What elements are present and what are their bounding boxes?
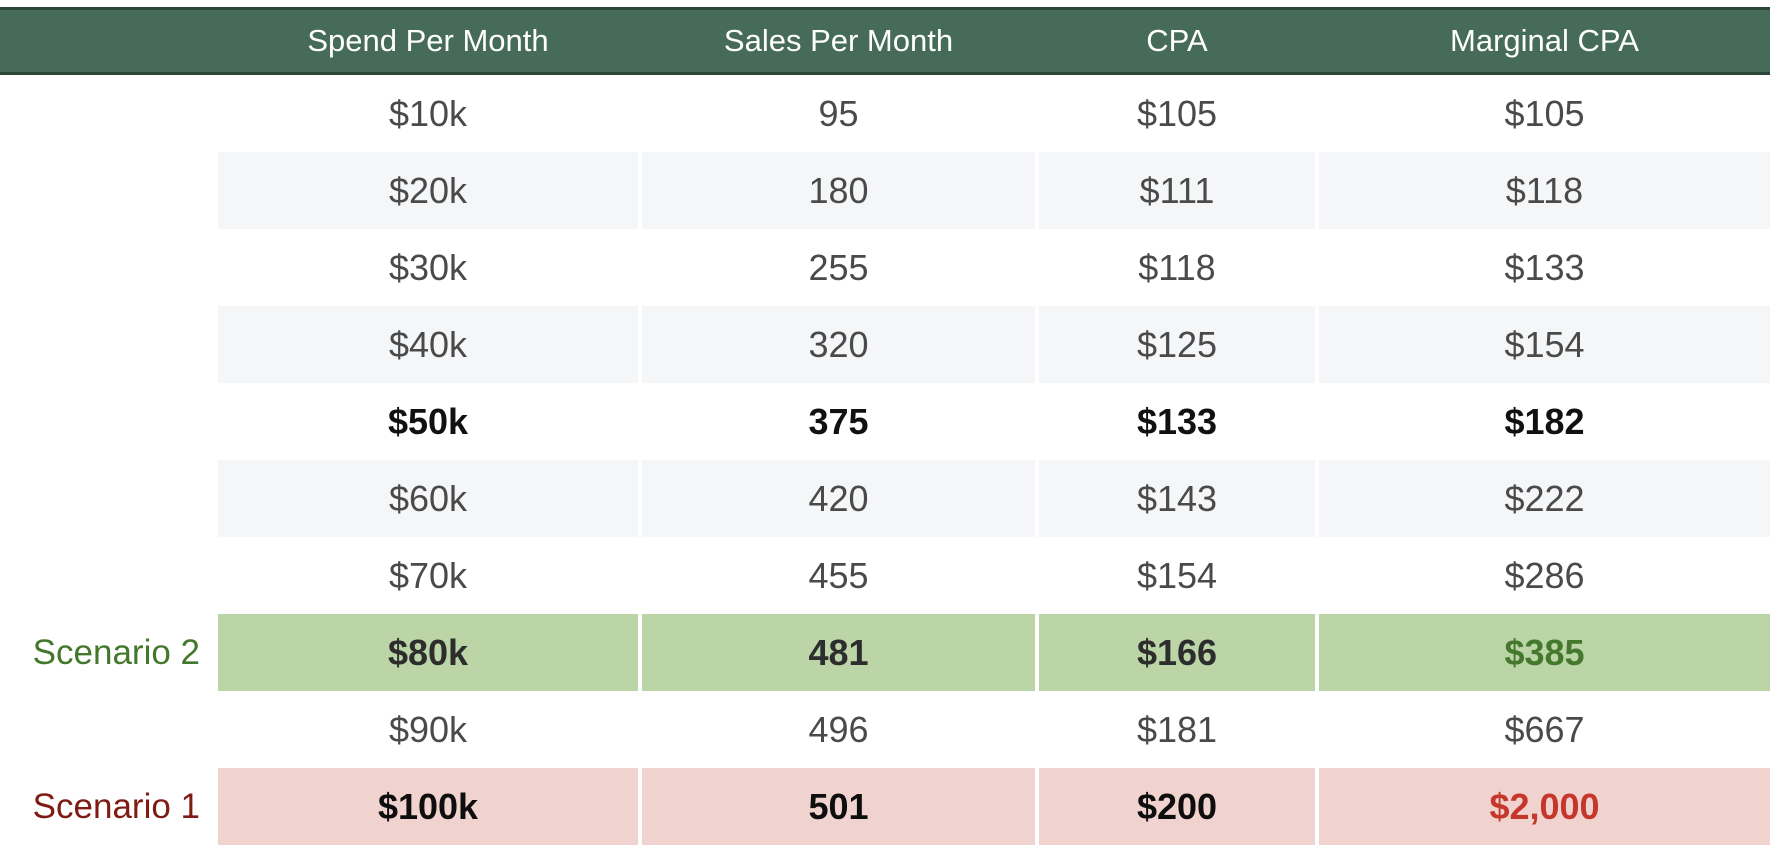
marginal-cpa-cell: $154 [1319, 306, 1770, 383]
spend-cell: $40k [218, 306, 638, 383]
spend-cell: $70k [218, 537, 638, 614]
scenario-label [0, 306, 214, 383]
table-row: $40k 320 $125 $154 [0, 306, 1770, 383]
cpa-cell: $154 [1039, 537, 1315, 614]
cpa-cell: $105 [1039, 75, 1315, 152]
marginal-cpa-cell: $118 [1319, 152, 1770, 229]
scenario-label: Scenario 2 [32, 632, 200, 672]
spend-cell: $30k [218, 229, 638, 306]
spend-cell: $100k [218, 768, 638, 845]
sales-cell: 501 [642, 768, 1035, 845]
spend-cell: $90k [218, 691, 638, 768]
table-row: $20k 180 $111 $118 [0, 152, 1770, 229]
spend-cell: $80k [218, 614, 638, 691]
column-header-marginal-cpa: Marginal CPA [1450, 23, 1639, 58]
cpa-cell: $143 [1039, 460, 1315, 537]
spend-cpa-table: Spend Per Month Sales Per Month CPA Marg… [0, 7, 1770, 845]
marginal-cpa-cell: $222 [1319, 460, 1770, 537]
sales-cell: 481 [642, 614, 1035, 691]
sales-cell: 420 [642, 460, 1035, 537]
sales-cell: 375 [642, 383, 1035, 460]
table-row: $30k 255 $118 $133 [0, 229, 1770, 306]
table-row: $60k 420 $143 $222 [0, 460, 1770, 537]
sales-cell: 255 [642, 229, 1035, 306]
table-header-row: Spend Per Month Sales Per Month CPA Marg… [0, 7, 1770, 75]
sales-cell: 496 [642, 691, 1035, 768]
cpa-cell: $125 [1039, 306, 1315, 383]
cpa-cell: $166 [1039, 614, 1315, 691]
cpa-cell: $111 [1039, 152, 1315, 229]
spend-cell: $60k [218, 460, 638, 537]
marginal-cpa-cell: $133 [1319, 229, 1770, 306]
table-row: $10k 95 $105 $105 [0, 75, 1770, 152]
marginal-cpa-cell: $2,000 [1319, 768, 1770, 845]
marginal-cpa-cell: $182 [1319, 383, 1770, 460]
table-row: $70k 455 $154 $286 [0, 537, 1770, 614]
scenario-label [0, 537, 214, 614]
cpa-cell: $181 [1039, 691, 1315, 768]
cpa-cell: $133 [1039, 383, 1315, 460]
sales-cell: 95 [642, 75, 1035, 152]
marginal-cpa-cell: $286 [1319, 537, 1770, 614]
marginal-cpa-cell: $385 [1319, 614, 1770, 691]
marginal-cpa-cell: $667 [1319, 691, 1770, 768]
sales-cell: 180 [642, 152, 1035, 229]
sales-cell: 455 [642, 537, 1035, 614]
spend-cell: $50k [218, 383, 638, 460]
sales-cell: 320 [642, 306, 1035, 383]
scenario-label: Scenario 1 [32, 786, 200, 826]
scenario-label [0, 75, 214, 152]
marginal-cpa-cell: $105 [1319, 75, 1770, 152]
scenario-label [0, 460, 214, 537]
table-row: $90k 496 $181 $667 [0, 691, 1770, 768]
column-header-sales: Sales Per Month [723, 23, 954, 58]
table-row: Scenario 1 $100k 501 $200 $2,000 [0, 768, 1770, 845]
column-header-spend: Spend Per Month [307, 23, 549, 58]
cpa-cell: $118 [1039, 229, 1315, 306]
scenario-label [0, 383, 214, 460]
header-label-spacer [0, 10, 214, 72]
scenario-label [0, 691, 214, 768]
cpa-cell: $200 [1039, 768, 1315, 845]
scenario-label [0, 152, 214, 229]
spend-cell: $10k [218, 75, 638, 152]
column-header-cpa: CPA [1146, 23, 1208, 58]
spend-cell: $20k [218, 152, 638, 229]
scenario-label [0, 229, 214, 306]
table-body: $10k 95 $105 $105 $20k 180 $111 $118 $30… [0, 75, 1770, 845]
table-row: Scenario 2 $80k 481 $166 $385 [0, 614, 1770, 691]
table-row: $50k 375 $133 $182 [0, 383, 1770, 460]
